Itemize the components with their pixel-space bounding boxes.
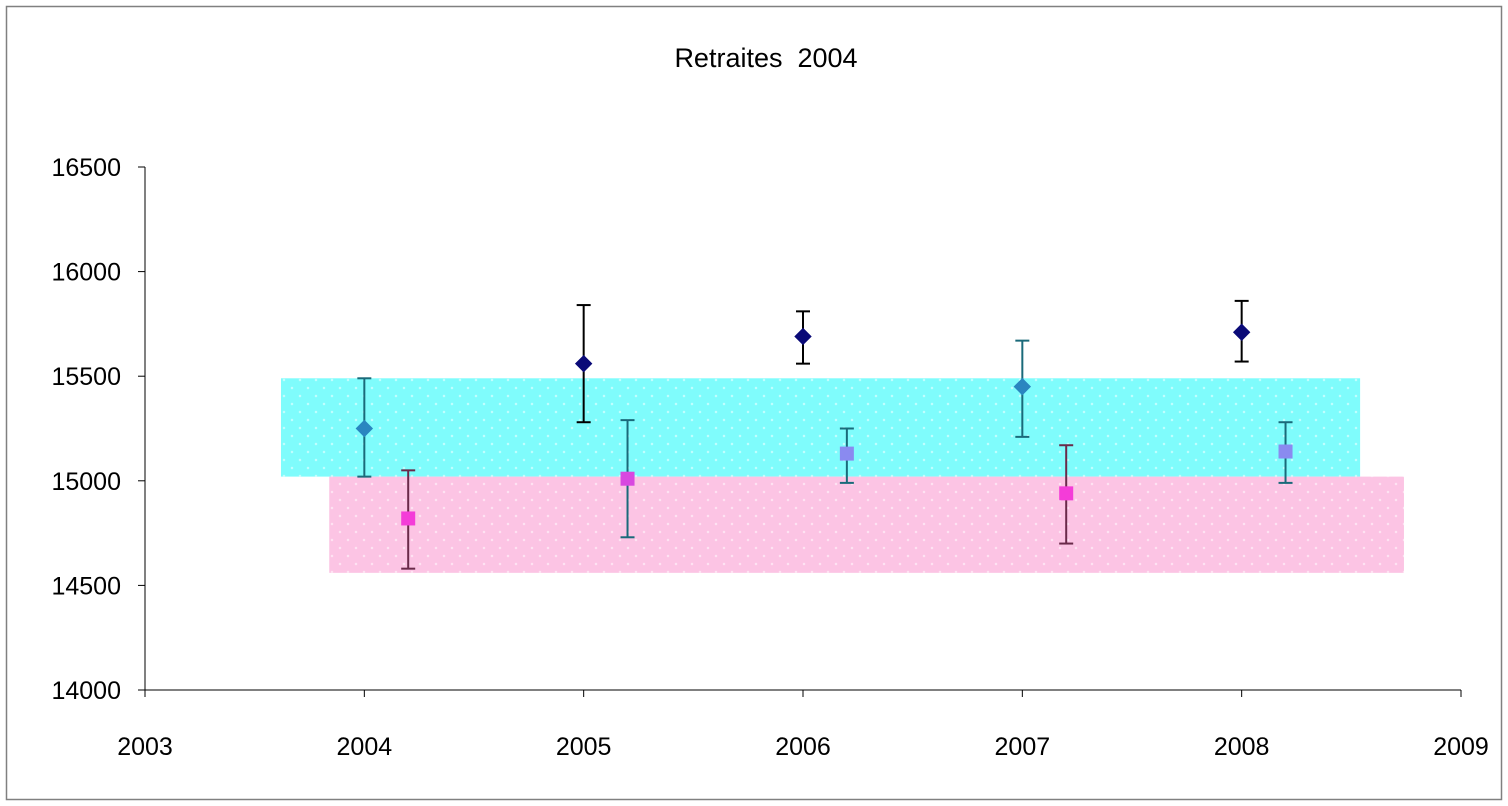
chart-title: Retraites 2004 [674,43,857,73]
point-1-0 [355,419,374,438]
y-tick-label-1: 14500 [51,572,121,600]
marks-layer [355,299,1293,570]
bands-layer [280,378,1404,573]
point-0-1 [794,327,812,346]
point-1-1 [1013,377,1032,396]
x-tick-label-6: 2009 [1433,733,1489,761]
y-tick-label-2: 15000 [51,468,121,496]
x-tick-label-1: 2004 [337,733,393,761]
x-tick-label-0: 2003 [117,733,173,761]
x-tick-label-2: 2005 [556,733,612,761]
y-tick-label-5: 16500 [51,154,121,182]
point-0-2 [1232,323,1251,341]
point-3-0 [620,471,635,486]
x-tick-label-3: 2006 [775,733,831,761]
band-0-texture [280,378,1361,477]
band-1-texture [329,476,1404,573]
y-tick-label-4: 16000 [51,259,121,287]
point-2-1 [1059,486,1074,501]
x-tick-label-4: 2007 [995,733,1051,761]
point-2-0 [401,511,416,526]
point-4-0 [839,446,854,461]
axes-layer: 14000 14500 15000 15500 16000 16500 2003 2004 20… [51,154,1488,761]
point-0-0 [574,354,593,373]
y-tick-label-0: 14000 [51,677,121,705]
point-4-1 [1278,444,1293,459]
y-tick-label-3: 15500 [51,363,121,391]
x-tick-label-5: 2008 [1214,733,1270,761]
